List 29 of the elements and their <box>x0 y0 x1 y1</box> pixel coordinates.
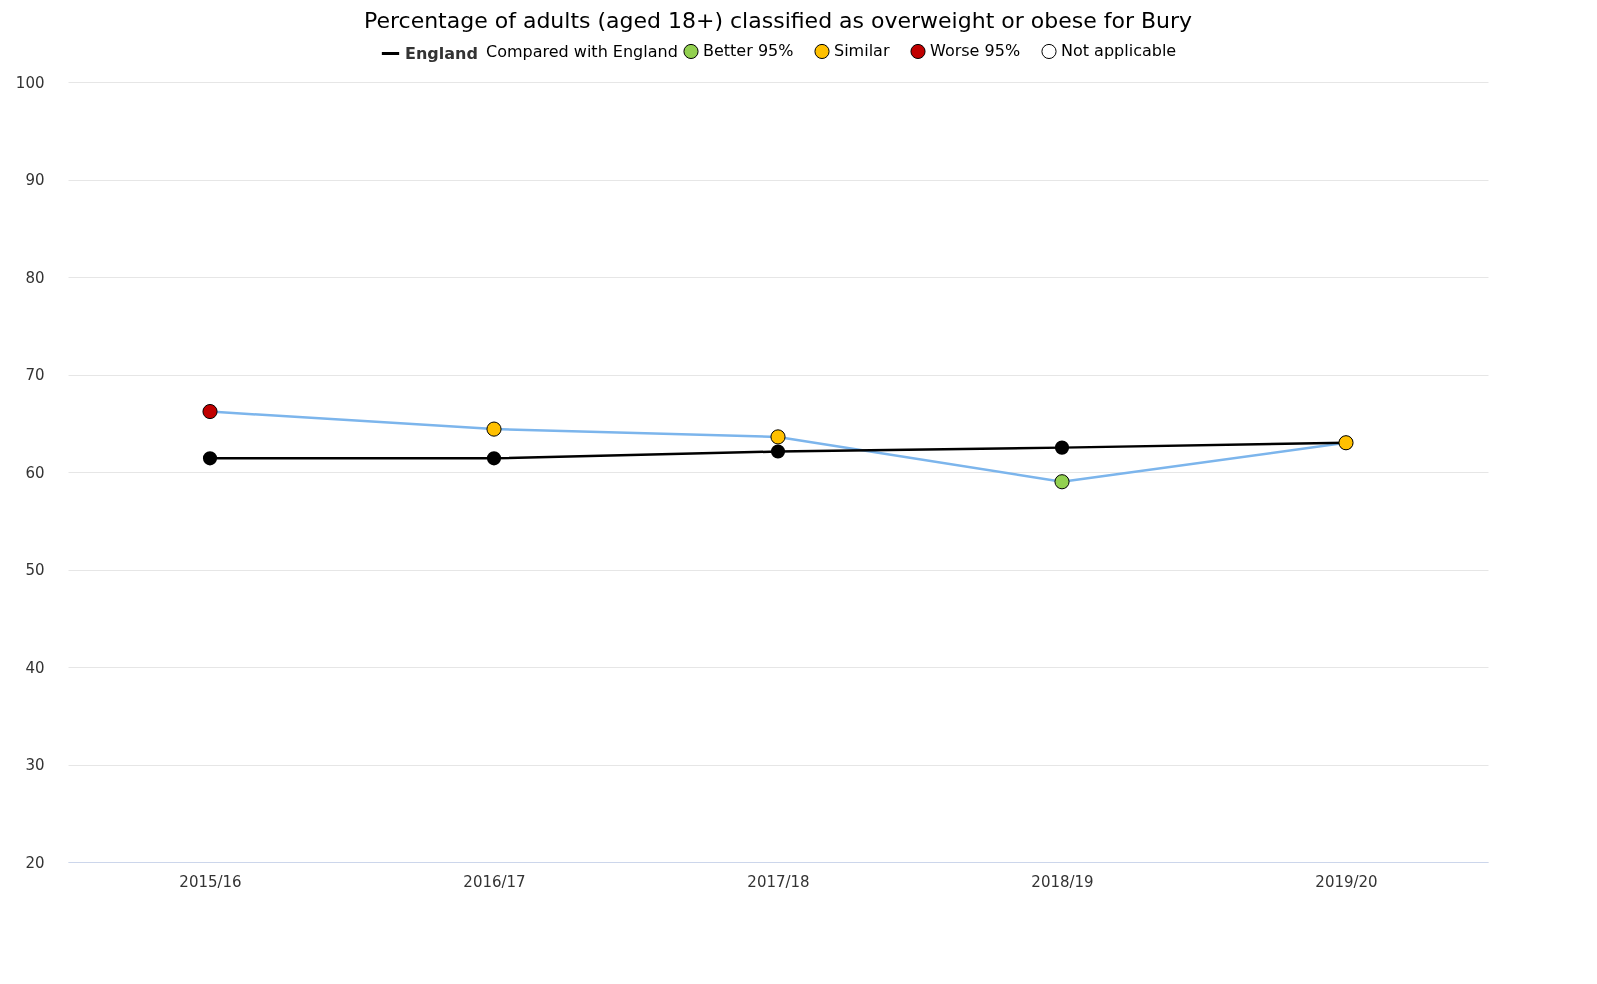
y-tick-label: 40 <box>25 658 45 677</box>
point <box>770 444 786 459</box>
legend-label: Worse 95% <box>930 41 1021 61</box>
legend-label: Similar <box>834 41 890 61</box>
y-tick-label: 30 <box>25 756 45 774</box>
point <box>770 429 786 445</box>
point <box>1054 440 1070 455</box>
x-tick-label: 2016/17 <box>463 872 526 891</box>
y-tick-label: 60 <box>25 463 45 482</box>
x-tick-label: 2015/16 <box>179 872 242 891</box>
y-tick-label: 20 <box>25 853 45 872</box>
y-tick-label: 80 <box>25 268 45 287</box>
legend-label: Better 95% <box>703 41 794 61</box>
point <box>486 421 502 437</box>
point <box>486 451 502 466</box>
point <box>202 451 218 466</box>
x-tick-label: 2019/20 <box>1315 872 1378 891</box>
point <box>202 403 218 420</box>
y-tick-label: 90 <box>25 171 45 189</box>
x-tick-label: 2018/19 <box>1031 872 1094 891</box>
y-tick-label: 100 <box>15 73 45 92</box>
legend-label: England <box>405 43 478 63</box>
x-tick-label: 2017/18 <box>747 872 810 891</box>
y-tick-label: 50 <box>25 561 45 579</box>
legend-label: Not applicable <box>1061 41 1177 61</box>
y-tick-label: 70 <box>25 366 45 384</box>
chart-title: Percentage of adults (aged 18+) classified as overweight or obese for Bury <box>363 8 1193 33</box>
point <box>1054 474 1070 490</box>
legend-title: Compared with England <box>486 42 678 61</box>
